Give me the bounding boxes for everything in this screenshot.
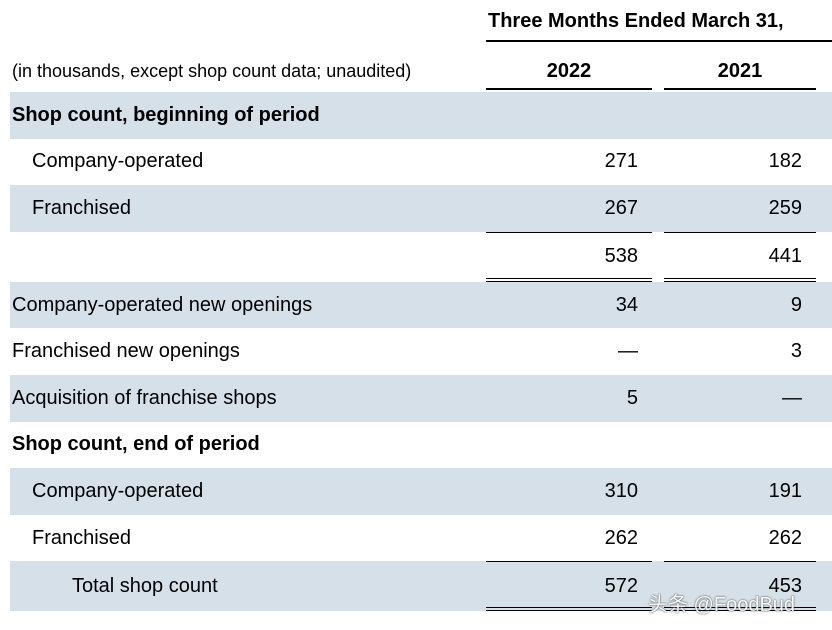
table-row: Franchised 267 259 [10, 185, 832, 232]
table-row: Franchised new openings — 3 [10, 328, 832, 375]
section-heading: Shop count, beginning of period [12, 103, 320, 126]
table-row: Franchised 262 262 [10, 515, 832, 562]
value-2022: — [618, 340, 638, 363]
row-label: Franchised [32, 196, 131, 219]
value-2022: 262 [604, 526, 638, 549]
watermark: 头条 @FoodBud [648, 594, 796, 616]
table-row: Company-operated 310 191 [10, 468, 832, 515]
table-row: Shop count, beginning of period [10, 92, 832, 139]
value-2021: 9 [790, 293, 802, 316]
row-label: Company-operated new openings [12, 293, 313, 316]
value-2022: 271 [604, 150, 638, 173]
shop-count-table: Shop count, beginning of period Company-… [10, 92, 832, 612]
value-2021: 191 [768, 479, 802, 502]
year-2021-header: 2021 [664, 52, 816, 90]
row-label: Franchised new openings [12, 340, 240, 363]
total-2022: 572 [486, 561, 652, 612]
value-2021: — [782, 386, 802, 409]
value-2021: 259 [768, 196, 802, 219]
subtotal-2021: 441 [664, 231, 816, 282]
table-row: Company-operated new openings 34 9 [10, 281, 832, 329]
table-row: Shop count, end of period [10, 422, 832, 469]
value-2022: 310 [604, 479, 638, 502]
row-label: Company-operated [32, 479, 204, 502]
period-header: Three Months Ended March 31, [486, 0, 832, 42]
total-label: Total shop count [72, 574, 218, 597]
table-row: Total shop count 572 453 [10, 561, 832, 612]
value-2022: 34 [615, 293, 638, 316]
section-heading: Shop count, end of period [12, 433, 260, 456]
value-2021: 262 [768, 526, 802, 549]
value-2021: 182 [768, 150, 802, 173]
row-label: Acquisition of franchise shops [12, 386, 277, 409]
value-2021: 3 [790, 340, 802, 363]
year-2022-header: 2022 [486, 52, 652, 90]
value-2022: 267 [604, 196, 638, 219]
subtotal-2022: 538 [486, 231, 652, 282]
row-label: Franchised [32, 526, 131, 549]
units-note: (in thousands, except shop count data; u… [12, 61, 412, 81]
table-row: Acquisition of franchise shops 5 — [10, 374, 832, 422]
table-row: Company-operated 271 182 [10, 139, 832, 186]
table-row: 538 441 [10, 231, 832, 282]
value-2022: 5 [626, 386, 638, 409]
row-label: Company-operated [32, 150, 204, 173]
total-2021: 453 [664, 561, 816, 612]
